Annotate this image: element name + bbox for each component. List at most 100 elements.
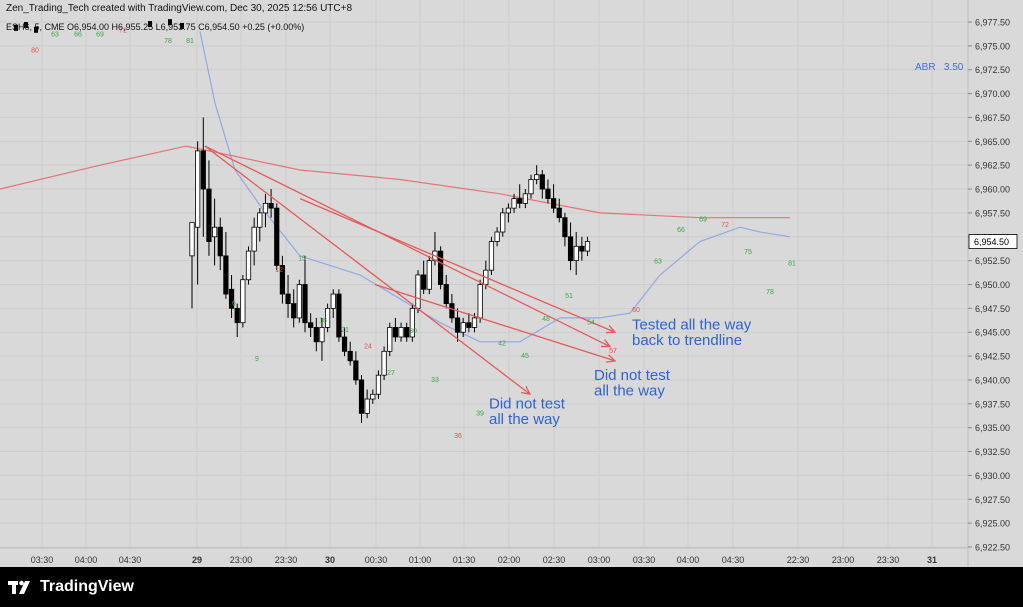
- tradingview-icon: [8, 580, 30, 594]
- y-tick-label: 6,945.00: [975, 328, 1010, 338]
- candle-up: [240, 279, 246, 324]
- candle-up: [471, 317, 478, 328]
- bar-count-label: 30: [409, 328, 417, 335]
- x-tick-label: 23:00: [230, 555, 253, 565]
- candle-down: [353, 360, 359, 381]
- y-tick-label: 6,962.50: [975, 161, 1010, 171]
- x-tick-label: 04:30: [119, 555, 142, 565]
- candle-up: [494, 231, 500, 242]
- bar-count-label: 57: [609, 348, 617, 355]
- last-price-tag: 6,954.50: [968, 234, 1018, 249]
- bar-count-label: 45: [521, 353, 529, 360]
- annotation-text: all the way: [594, 382, 665, 399]
- time-axis[interactable]: 03:30 04:00 04:30 29 23:00 23:30 30 00:30 01:00 0…: [31, 555, 937, 565]
- candle-up: [573, 245, 579, 262]
- trendline-arrowhead: [600, 339, 612, 348]
- bar-count-label: 6: [232, 301, 236, 308]
- candle-down: [291, 303, 297, 319]
- last-price-label: 6,954.50: [974, 237, 1009, 247]
- candle-up: [211, 226, 218, 238]
- trendlines: [204, 145, 617, 396]
- candle-down: [551, 198, 557, 209]
- candle-down: [274, 207, 280, 266]
- candle-up: [426, 260, 432, 290]
- candle-up: [460, 322, 466, 333]
- annotation-text: back to trendline: [632, 332, 742, 349]
- candle-up: [245, 250, 252, 281]
- bar-count-label: 42: [498, 341, 506, 348]
- candle-up: [364, 398, 370, 414]
- abr-indicator: ABR 3.50: [915, 62, 963, 73]
- x-tick-label: 04:00: [75, 555, 98, 565]
- x-tick-label: 02:00: [498, 555, 521, 565]
- candle-up: [257, 212, 263, 228]
- y-tick-label: 6,960.00: [975, 185, 1010, 195]
- trendline-arrowhead: [605, 354, 617, 363]
- candle-down: [313, 327, 319, 343]
- brand-name: TradingView: [40, 578, 134, 595]
- y-tick-label: 6,932.50: [975, 447, 1010, 457]
- bar-count-label: 27: [387, 370, 395, 377]
- bar-count-label: 39: [476, 410, 484, 417]
- candle-historical: [14, 24, 18, 31]
- candle-down: [206, 188, 212, 242]
- x-tick-label: 22:30: [787, 555, 810, 565]
- y-tick-label: 6,972.50: [975, 65, 1010, 75]
- candle-up: [511, 198, 517, 209]
- tradingview-logo[interactable]: TradingView: [8, 575, 134, 599]
- y-tick-label: 6,937.50: [975, 399, 1010, 409]
- x-tick-label: 03:30: [31, 555, 54, 565]
- candlesticks[interactable]: [14, 19, 591, 423]
- bar-count-label: 78: [164, 38, 172, 45]
- bar-count-label: 21: [341, 327, 349, 334]
- ohlc-readout: ESH6, 5, CME O6,954.00 H6,955.25 L6,953.…: [6, 22, 305, 32]
- y-tick-label: 6,957.50: [975, 208, 1010, 218]
- y-tick-label: 6,942.50: [975, 352, 1010, 362]
- bar-count-label: 69: [699, 217, 707, 224]
- y-tick-label: 6,935.00: [975, 423, 1010, 433]
- trendline: [204, 145, 611, 348]
- x-tick-label: 04:00: [677, 555, 700, 565]
- candle-historical: [148, 21, 152, 28]
- candle-up: [251, 226, 257, 252]
- bar-count-label: 60: [632, 307, 640, 314]
- trendline: [299, 197, 616, 333]
- candle-down: [562, 217, 568, 238]
- x-tick-label: 30: [325, 555, 335, 565]
- bar-count-label: 9: [255, 356, 259, 363]
- candle-down: [437, 250, 444, 285]
- candle-down: [579, 245, 585, 252]
- price-axis[interactable]: 6,977.50 6,975.00 6,972.50 6,970.00 6,967.50…: [968, 18, 1010, 553]
- candle-down: [268, 202, 274, 209]
- bar-count-label: 54: [587, 320, 595, 327]
- candle-down: [228, 288, 235, 309]
- candle-up: [319, 327, 325, 343]
- y-tick-label: 6,947.50: [975, 304, 1010, 314]
- candle-down: [308, 322, 314, 328]
- candle-down: [443, 284, 449, 304]
- candle-down: [567, 236, 574, 262]
- x-tick-label: 29: [192, 555, 202, 565]
- x-tick-label: 02:30: [543, 555, 566, 565]
- candle-down: [234, 307, 240, 324]
- bar-count-label: 15: [298, 256, 306, 263]
- y-tick-label: 6,975.00: [975, 41, 1010, 51]
- candle-down: [392, 327, 399, 338]
- bar-count-label: 63: [51, 31, 59, 38]
- candle-up: [528, 179, 534, 195]
- y-tick-label: 6,940.00: [975, 375, 1010, 385]
- trendline-arrowhead: [605, 325, 617, 334]
- candle-up: [330, 293, 336, 309]
- chart-background: [0, 0, 1023, 567]
- x-tick-label: 31: [927, 555, 937, 565]
- annotation-text: Tested all the way: [632, 316, 752, 333]
- candle-up: [262, 202, 269, 214]
- x-tick-label: 01:00: [409, 555, 432, 565]
- candle-up: [189, 222, 195, 257]
- candle-down: [556, 207, 562, 219]
- candle-up: [375, 374, 382, 395]
- candle-down: [223, 255, 229, 295]
